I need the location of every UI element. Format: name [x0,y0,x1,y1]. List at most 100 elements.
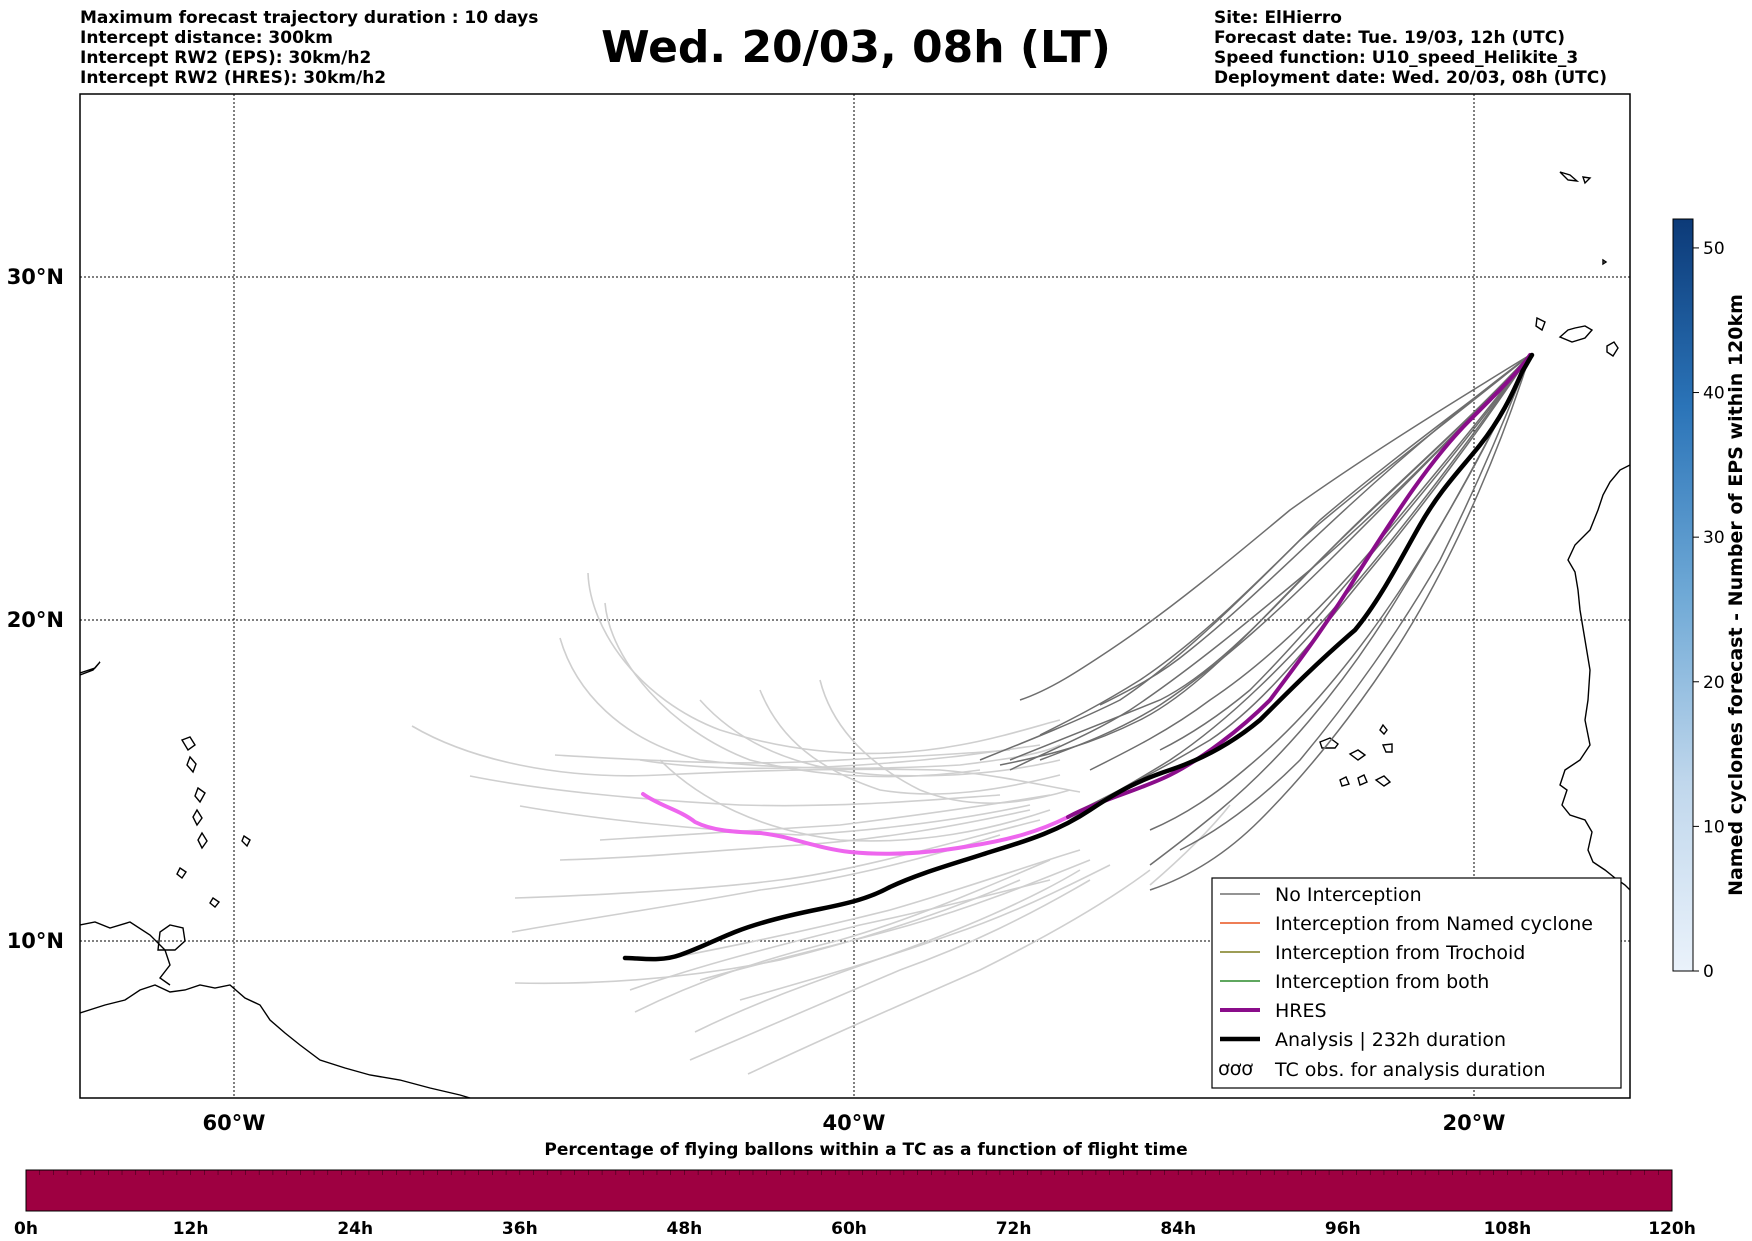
eps-trajectory [1149,354,1531,831]
intercept-hres-text: Intercept RW2 (HRES): 30km/h2 [80,68,387,88]
lesser-antilles-1 [180,736,196,752]
eps-trajectory [1039,354,1531,736]
legend: ơơơ No Interception Interception from Na… [1211,877,1622,1089]
eps-trajectory [1159,354,1531,751]
eps-trajectory [699,699,1061,777]
tobago-coast [209,897,221,908]
eps-trajectory [514,819,1041,899]
legend-label-hres: HRES [1275,1000,1327,1022]
eps-trajectory [554,749,1011,764]
eps-trajectory [1149,354,1531,891]
eps-trajectory [659,849,1081,961]
colorbar-right: 0 10 20 30 40 50 Named cyclones forecast - Nu… [1672,218,1747,982]
colorbar-bottom-title: Percentage of flying ballons within a TC… [544,1140,1187,1160]
cape-verde-2 [1348,749,1367,761]
legend-label-analysis: Analysis | 232h duration [1275,1029,1506,1051]
lon-label-40w: 40°W [823,1111,886,1135]
eps-trajectory [1179,354,1531,851]
eps-trajectories-light [411,572,1231,1075]
colorbar-right-gradient [1672,218,1694,972]
colorbar-bottom-tick-label: 48h [667,1219,703,1239]
colorbar-bottom: Percentage of flying ballons within a TC… [14,1140,1696,1239]
barbados-coast [241,834,251,848]
colorbar-bottom-tick-label: 72h [996,1219,1032,1239]
canary-islands-1 [1535,316,1546,332]
legend-box [1211,877,1622,1089]
coastlines [80,171,1630,1098]
lon-label-20w: 20°W [1443,1111,1506,1135]
eps-trajectory [659,759,1051,842]
colorbar-right-tick-label: 20 [1703,673,1725,693]
eps-trajectory [747,869,1151,1075]
map-frame [79,93,1631,1099]
madeira-coast [1602,258,1608,266]
eps-trajectory [699,859,1091,981]
lat-label-20n: 20°N [7,608,64,632]
eps-trajectory [634,859,1051,1013]
south-america-coast [80,984,471,1098]
eps-trajectory [689,879,1091,1061]
canary-islands-3 [1606,341,1619,357]
colorbar-bottom-tick-label: 120h [1648,1219,1696,1239]
cuba-coast [80,661,101,676]
eps-trajectory [1149,804,1231,886]
eps-trajectory [739,864,1111,1001]
speed-function-text: Speed function: U10_speed_Helikite_3 [1214,48,1579,68]
lesser-antilles-5 [197,831,208,850]
lat-label-30n: 30°N [7,265,64,289]
cape-verde-4 [1381,743,1393,753]
colorbar-bottom-tick-label: 0h [14,1219,38,1239]
eps-trajectory [514,879,1021,985]
eps-trajectory [819,679,1071,804]
hres-trajectory-far [641,792,1070,856]
legend-label-trochoid: Interception from Trochoid [1275,942,1525,964]
eps-trajectory [759,689,1061,795]
cape-verde-3 [1379,723,1388,736]
legend-label-no-interception: No Interception [1275,884,1422,906]
african-coast [1559,464,1630,891]
axis-labels: 30°N 20°N 10°N 60°W 40°W 20°W [7,265,1506,1135]
lat-label-10n: 10°N [7,929,64,953]
forecast-date-text: Forecast date: Tue. 19/03, 12h (UTC) [1214,28,1565,48]
deployment-date-text: Deployment date: Wed. 20/03, 08h (UTC) [1214,68,1608,88]
lesser-antilles-4 [192,808,203,827]
legend-label-named-cyclone: Interception from Named cyclone [1275,913,1593,935]
eps-trajectory [519,804,1031,836]
hres-trajectory [641,353,1532,856]
cape-verde-5 [1374,775,1392,787]
header-left-info: Maximum forecast trajectory duration : 1… [80,8,538,88]
colorbar-bottom-tick-label: 60h [831,1219,867,1239]
eps-trajectory [599,794,1051,841]
colorbar-right-tick-label: 50 [1703,239,1725,259]
intercept-distance-text: Intercept distance: 300km [80,28,333,48]
max-duration-text: Maximum forecast trajectory duration : 1… [80,8,539,28]
eps-trajectory [629,879,1051,991]
eps-trajectory [1099,354,1531,706]
colorbar-bottom-tick-label: 36h [502,1219,538,1239]
colorbar-bottom-tick-label: 96h [1325,1219,1361,1239]
colorbar-bottom-bar [25,1169,1673,1212]
colorbar-bottom-tick-label: 12h [173,1219,209,1239]
eps-trajectory [559,809,1031,861]
cape-verde-7 [1339,776,1350,787]
site-text: Site: ElHierro [1214,8,1342,28]
lon-label-60w: 60°W [203,1111,266,1135]
colorbar-bottom-tick-label: 84h [1160,1219,1196,1239]
trinidad-coast [157,924,186,951]
eps-trajectory [1039,354,1531,761]
canary-islands-2 [1558,325,1594,343]
intercept-eps-text: Intercept RW2 (EPS): 30km/h2 [80,48,372,68]
hres-trajectory-near [1066,353,1532,819]
lesser-antilles-2 [186,755,197,774]
colorbar-right-tick-label: 0 [1703,962,1714,982]
eps-trajectory [411,725,1081,793]
eps-trajectory [1069,354,1531,821]
header-right-info: Site: ElHierro Forecast date: Tue. 19/03… [1214,8,1607,88]
cape-verde-1 [1319,737,1339,749]
eps-trajectory [469,775,1001,807]
page-title: Wed. 20/03, 08h (LT) [601,22,1111,73]
cape-verde-6 [1357,774,1368,786]
lesser-antilles-6 [176,866,187,880]
azores-coast-1 [1559,171,1580,182]
lesser-antilles-3 [194,786,206,804]
